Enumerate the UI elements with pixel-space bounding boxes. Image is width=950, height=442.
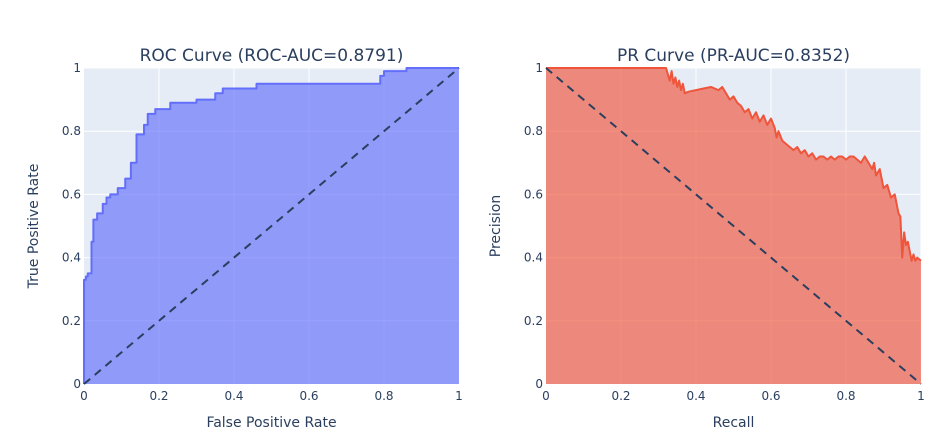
pr-y-tick-label: 0.4 [524,251,543,265]
roc-y-tick-label: 1 [73,61,81,75]
roc-chart: 0 0.2 0.4 0.6 0.8 1 0 0.2 0.4 0.6 0.8 1 ROC Curve … [26,46,463,431]
roc-curve-line [83,67,459,384]
pr-y-axis-title: Precision [488,195,504,257]
pr-title: PR Curve (PR-AUC=0.8352) [617,46,850,66]
roc-x-tick-label: 0 [80,389,88,403]
roc-x-ticks: 0 0.2 0.4 0.6 0.8 1 [80,389,463,403]
pr-x-axis-title: Recall [713,415,755,431]
roc-y-ticks: 0 0.2 0.4 0.6 0.8 1 [62,61,81,391]
roc-x-tick-label: 0.4 [224,389,243,403]
pr-chart: 0 0.2 0.4 0.6 0.8 1 0 0.2 0.4 0.6 0.8 1 PR Curve (… [488,46,925,431]
roc-y-tick-label: 0.2 [62,314,81,328]
roc-y-tick-label: 0.6 [62,187,81,201]
pr-y-tick-label: 1 [535,61,543,75]
pr-y-tick-label: 0.8 [524,124,543,138]
pr-x-tick-label: 0.6 [761,389,780,403]
pr-x-tick-label: 0 [542,389,550,403]
pr-y-ticks: 0 0.2 0.4 0.6 0.8 1 [524,61,543,391]
roc-x-tick-label: 1 [455,389,463,403]
pr-x-ticks: 0 0.2 0.4 0.6 0.8 1 [542,389,925,403]
pr-x-tick-label: 0.2 [611,389,630,403]
pr-curve-line [546,67,922,262]
roc-x-axis-title: False Positive Rate [206,415,336,431]
roc-y-tick-label: 0 [73,377,81,391]
roc-diagonal-baseline [83,67,460,385]
pr-y-tick-label: 0.2 [524,314,543,328]
pr-x-tick-label: 0.8 [836,389,855,403]
roc-y-tick-label: 0.8 [62,124,81,138]
pr-diagonal-baseline [545,67,922,385]
roc-y-axis-title: True Positive Rate [26,164,42,290]
pr-y-tick-label: 0.6 [524,187,543,201]
roc-x-tick-label: 0.8 [374,389,393,403]
roc-title: ROC Curve (ROC-AUC=0.8791) [140,46,404,66]
roc-x-tick-label: 0.6 [299,389,318,403]
roc-x-tick-label: 0.2 [149,389,168,403]
pr-x-tick-label: 0.4 [686,389,705,403]
pr-y-tick-label: 0 [535,377,543,391]
pr-x-tick-label: 1 [917,389,925,403]
roc-y-tick-label: 0.4 [62,251,81,265]
